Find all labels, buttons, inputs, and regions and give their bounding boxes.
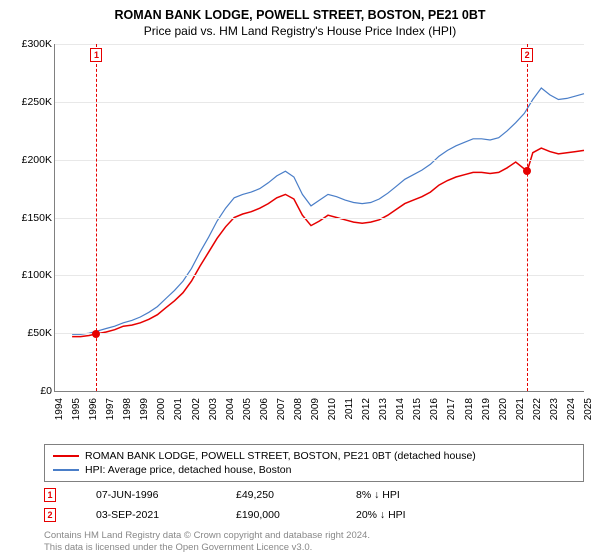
x-axis-label: 2021	[515, 398, 526, 420]
marker-box: 1	[90, 48, 102, 62]
gridline	[55, 44, 584, 45]
chart-title-line2: Price paid vs. HM Land Registry's House …	[12, 24, 588, 38]
x-axis-label: 2013	[378, 398, 389, 420]
series-hpi	[72, 88, 584, 334]
y-axis-label: £300K	[22, 38, 52, 50]
sale-hpi: 20% ↓ HPI	[356, 509, 436, 521]
sale-marker: 1	[44, 488, 56, 502]
x-axis-label: 2006	[259, 398, 270, 420]
y-axis-label: £0	[40, 385, 52, 397]
x-axis-label: 2023	[549, 398, 560, 420]
x-axis-label: 2001	[173, 398, 184, 420]
x-axis-label: 1996	[88, 398, 99, 420]
y-axis-label: £200K	[22, 154, 52, 166]
x-axis-label: 2018	[464, 398, 475, 420]
sales-list: 1 07-JUN-1996 £49,250 8% ↓ HPI 2 03-SEP-2021 £…	[12, 488, 588, 522]
x-axis-label: 2022	[532, 398, 543, 420]
y-axis-label: £100K	[22, 269, 52, 281]
x-axis-label: 2017	[446, 398, 457, 420]
footnote: Contains HM Land Registry data © Crown c…	[44, 530, 588, 555]
x-axis-label: 2005	[242, 398, 253, 420]
sale-row: 2 03-SEP-2021 £190,000 20% ↓ HPI	[44, 508, 588, 522]
x-axis-label: 2002	[191, 398, 202, 420]
sale-date: 03-SEP-2021	[96, 509, 196, 521]
x-axis-label: 2024	[566, 398, 577, 420]
x-axis-label: 2014	[395, 398, 406, 420]
legend-row: ROMAN BANK LODGE, POWELL STREET, BOSTON,…	[53, 449, 575, 463]
x-axis-label: 2009	[310, 398, 321, 420]
marker-box: 2	[521, 48, 533, 62]
x-axis-label: 2015	[412, 398, 423, 420]
gridline	[55, 333, 584, 334]
legend: ROMAN BANK LODGE, POWELL STREET, BOSTON,…	[44, 444, 584, 482]
sale-date: 07-JUN-1996	[96, 489, 196, 501]
x-axis-label: 2000	[156, 398, 167, 420]
chart-container: ROMAN BANK LODGE, POWELL STREET, BOSTON,…	[0, 0, 600, 560]
x-axis-label: 1999	[139, 398, 150, 420]
y-axis-label: £50K	[27, 327, 52, 339]
plot-area: 12	[54, 44, 584, 392]
sale-marker: 2	[44, 508, 56, 522]
footnote-line2: This data is licensed under the Open Gov…	[44, 542, 588, 554]
marker-dot	[523, 167, 531, 175]
y-axis-label: £150K	[22, 212, 52, 224]
x-axis-label: 2016	[429, 398, 440, 420]
sale-row: 1 07-JUN-1996 £49,250 8% ↓ HPI	[44, 488, 588, 502]
y-axis-label: £250K	[22, 96, 52, 108]
x-axis-label: 2008	[293, 398, 304, 420]
x-axis-label: 2004	[225, 398, 236, 420]
gridline	[55, 275, 584, 276]
marker-vline	[527, 44, 528, 391]
chart-area: £0£50K£100K£150K£200K£250K£300K 12 19941…	[12, 44, 588, 444]
x-axis-label: 2020	[498, 398, 509, 420]
gridline	[55, 218, 584, 219]
x-axis-label: 1995	[71, 398, 82, 420]
x-axis-label: 1997	[105, 398, 116, 420]
legend-swatch	[53, 469, 79, 471]
legend-label: ROMAN BANK LODGE, POWELL STREET, BOSTON,…	[85, 450, 476, 462]
x-axis-label: 1998	[122, 398, 133, 420]
gridline	[55, 160, 584, 161]
legend-label: HPI: Average price, detached house, Bost…	[85, 464, 291, 476]
x-axis-label: 2010	[327, 398, 338, 420]
x-axis-label: 2012	[361, 398, 372, 420]
legend-swatch	[53, 455, 79, 457]
x-axis-label: 1994	[54, 398, 65, 420]
series-property	[72, 148, 584, 337]
x-axis-label: 2003	[208, 398, 219, 420]
x-axis-label: 2025	[583, 398, 594, 420]
y-axis: £0£50K£100K£150K£200K£250K£300K	[12, 44, 54, 392]
x-axis-label: 2019	[481, 398, 492, 420]
footnote-line1: Contains HM Land Registry data © Crown c…	[44, 530, 588, 542]
x-axis-label: 2011	[344, 398, 355, 420]
sale-price: £190,000	[236, 509, 316, 521]
gridline	[55, 102, 584, 103]
marker-dot	[92, 330, 100, 338]
sale-hpi: 8% ↓ HPI	[356, 489, 436, 501]
sale-price: £49,250	[236, 489, 316, 501]
chart-title-line1: ROMAN BANK LODGE, POWELL STREET, BOSTON,…	[12, 8, 588, 22]
x-axis-label: 2007	[276, 398, 287, 420]
x-axis: 1994 1995 1996 1997 1998 1999 2000 2001 2002 2003…	[54, 394, 584, 444]
marker-vline	[96, 44, 97, 391]
legend-row: HPI: Average price, detached house, Bost…	[53, 463, 575, 477]
